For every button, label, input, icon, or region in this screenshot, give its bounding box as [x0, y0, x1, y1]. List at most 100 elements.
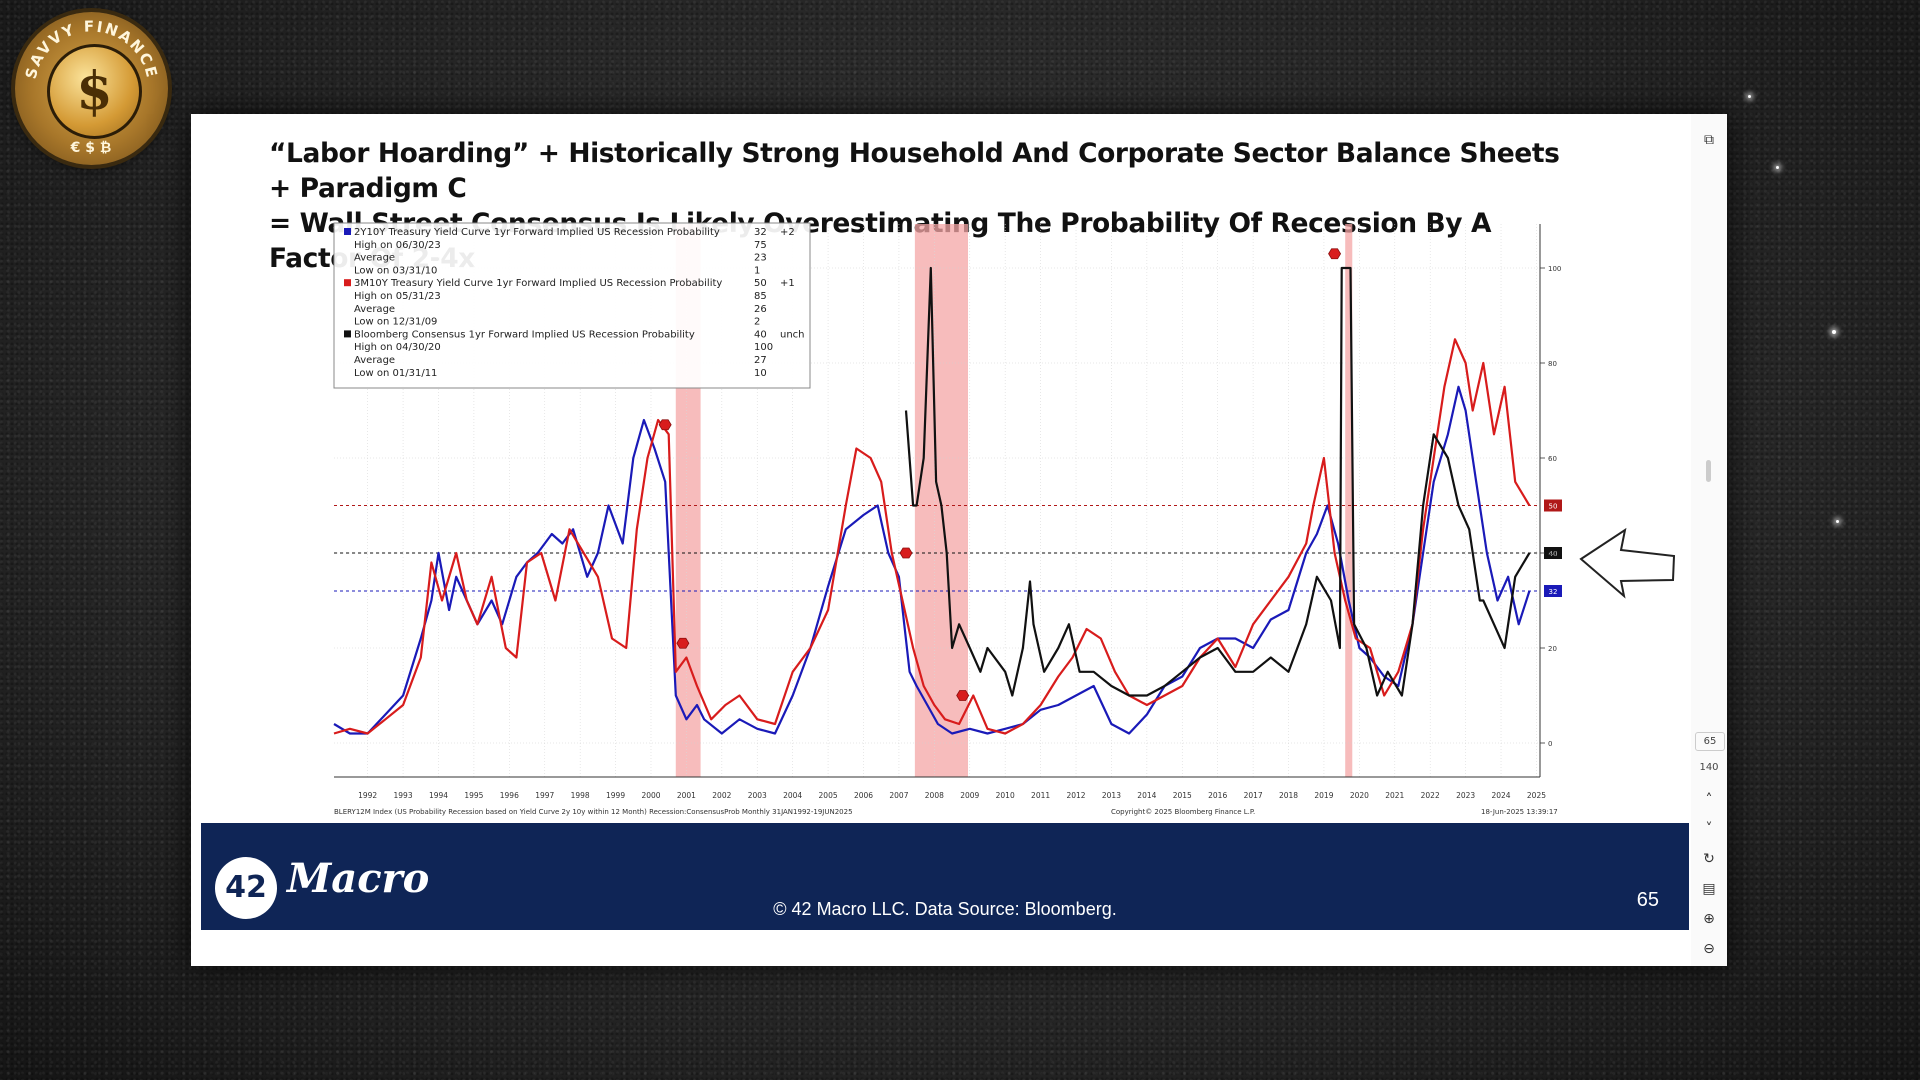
- x-tick-label: 2024: [1491, 791, 1510, 800]
- legend-box: 2Y10Y Treasury Yield Curve 1yr Forward I…: [333, 222, 811, 389]
- legend-stat-value: 10: [754, 368, 767, 379]
- footer-copyright: © 42 Macro LLC. Data Source: Bloomberg.: [773, 899, 1117, 919]
- x-tick-label: 2021: [1385, 791, 1404, 800]
- x-tick-label: 2007: [889, 791, 908, 800]
- x-tick-label: 2010: [996, 791, 1015, 800]
- x-tick-label: 1997: [535, 791, 554, 800]
- chevron-down-icon[interactable]: ˅: [1705, 821, 1713, 837]
- x-tick-label: 2006: [854, 791, 873, 800]
- x-tick-label: 2014: [1137, 791, 1156, 800]
- light-sparkle: [1836, 520, 1839, 523]
- x-tick-label: 1995: [464, 791, 483, 800]
- x-tick-label: 2023: [1456, 791, 1475, 800]
- x-tick-label: 1992: [358, 791, 377, 800]
- legend-change: +1: [780, 278, 795, 289]
- series-line-3m10y: [333, 338, 1531, 735]
- x-tick-label: 1996: [500, 791, 519, 800]
- legend-swatch: [344, 279, 351, 287]
- legend-frame: [333, 222, 811, 389]
- x-tick-label: 2002: [712, 791, 731, 800]
- recession-marker: [899, 547, 913, 559]
- legend-swatch: [344, 228, 351, 235]
- x-tick-label: 1994: [429, 791, 448, 800]
- legend-stat-label: Average: [354, 304, 395, 315]
- x-tick-label: 2019: [1314, 791, 1333, 800]
- series-line-2y10y: [333, 385, 1531, 735]
- x-tick-label: 1999: [606, 791, 625, 800]
- legend-value: 32: [754, 227, 767, 238]
- legend-stat-value: 2: [754, 317, 760, 328]
- x-tick-label: 2017: [1244, 791, 1263, 800]
- x-tick-label: 2004: [783, 791, 802, 800]
- legend-stat-label: High on 06/30/23: [354, 240, 441, 251]
- recession-marker: [956, 690, 970, 701]
- recession-marker: [1328, 248, 1342, 260]
- series-line-consensus: [904, 266, 1531, 697]
- y-tick-label: 40: [1548, 550, 1557, 558]
- legend-label: 3M10Y Treasury Yield Curve 1yr Forward I…: [354, 278, 722, 289]
- zoom-out-icon[interactable]: ⊖: [1703, 941, 1715, 957]
- x-tick-label: 2009: [960, 791, 979, 800]
- x-tick-label: 1998: [571, 791, 590, 800]
- chevron-up-icon[interactable]: ˄: [1705, 792, 1713, 808]
- x-tick-label: 2008: [925, 791, 944, 800]
- y-tick-label: 20: [1548, 645, 1557, 653]
- light-sparkle: [1776, 166, 1779, 169]
- reference-value-label: 32: [1549, 588, 1558, 596]
- page-indicator[interactable]: 65: [1695, 732, 1725, 751]
- legend-stat-value: 100: [754, 342, 773, 353]
- x-tick-label: 2018: [1279, 791, 1298, 800]
- x-tick-label: 2025: [1527, 791, 1546, 800]
- legend-stat-label: Low on 01/31/11: [354, 368, 437, 379]
- reference-value-tag: [1544, 547, 1562, 559]
- markers: [658, 248, 1342, 701]
- legend-stat-value: 26: [754, 304, 767, 315]
- refresh-icon[interactable]: ↻: [1703, 851, 1715, 867]
- light-sparkle: [1832, 330, 1836, 334]
- legend-stat-label: Low on 03/31/10: [354, 265, 437, 276]
- firm-logo-name: Macro: [287, 855, 430, 902]
- dollar-coin-icon: $: [47, 44, 142, 139]
- x-tick-label: 2012: [1066, 791, 1085, 800]
- legend-value: 40: [754, 329, 767, 340]
- legend-label: 2Y10Y Treasury Yield Curve 1yr Forward I…: [354, 227, 720, 238]
- copy-icon[interactable]: ⧉: [1704, 132, 1714, 148]
- recession-marker: [658, 419, 672, 431]
- light-sparkle: [1748, 95, 1751, 98]
- x-tick-label: 1993: [394, 791, 413, 800]
- legend-stat-label: Average: [354, 253, 395, 264]
- legend-value: 50: [754, 278, 767, 289]
- legend-change: unch: [780, 329, 805, 340]
- firm-logo-badge: 42: [215, 857, 277, 919]
- slide-footer: 42 Macro © 42 Macro LLC. Data Source: Bl…: [201, 823, 1689, 930]
- axes: 1992 1993 1994 1995 1996 1997 1998 1999 2000 2001…: [334, 224, 1561, 800]
- export-icon[interactable]: ▤: [1702, 881, 1716, 897]
- savvy-finance-logo: SAVVY FINANCE € $ ₿ $: [15, 12, 168, 165]
- legend-change: +2: [780, 227, 795, 238]
- slide-page-number: 65: [1636, 889, 1659, 911]
- scrollbar-thumb[interactable]: [1706, 460, 1711, 482]
- legend-stat-value: 23: [754, 253, 767, 264]
- presentation-slide: “Labor Hoarding” + Historically Strong H…: [191, 114, 1727, 966]
- zoom-in-icon[interactable]: ⊕: [1703, 911, 1715, 927]
- reference-value-tag: [1544, 585, 1562, 597]
- title-line-1: “Labor Hoarding” + Historically Strong H…: [269, 138, 1560, 204]
- copyright-note: Copyright© 2025 Bloomberg Finance L.P.: [1111, 808, 1255, 816]
- reference-value-label: 40: [1549, 550, 1558, 558]
- legend-stat-label: Average: [354, 355, 395, 366]
- y-tick-label: 60: [1548, 455, 1557, 463]
- x-tick-label: 2020: [1350, 791, 1369, 800]
- source-note: BLERY12M Index (US Probability Recession…: [334, 808, 853, 816]
- viewer-toolbar: ⧉ 65 140 ˄ ˅ ↻ ▤ ⊕ ⊖: [1691, 114, 1727, 966]
- x-tick-label: 2005: [819, 791, 838, 800]
- y-tick-label: 0: [1548, 740, 1552, 748]
- logo-currencies: € $ ₿: [70, 140, 112, 156]
- timestamp: 18-Jun-2025 13:39:17: [1481, 808, 1558, 816]
- pointer-arrow-icon: [1579, 527, 1676, 599]
- x-tick-label: 2013: [1102, 791, 1121, 800]
- page-total: 140: [1699, 762, 1719, 773]
- reference-value-tag: [1544, 499, 1562, 512]
- recession-probability-chart: 50 40 32 1992 1993 1994 1995 1996 1997 1998 1999 2…: [333, 222, 1676, 816]
- series-lines: [333, 266, 1531, 735]
- recession-marker: [676, 637, 690, 649]
